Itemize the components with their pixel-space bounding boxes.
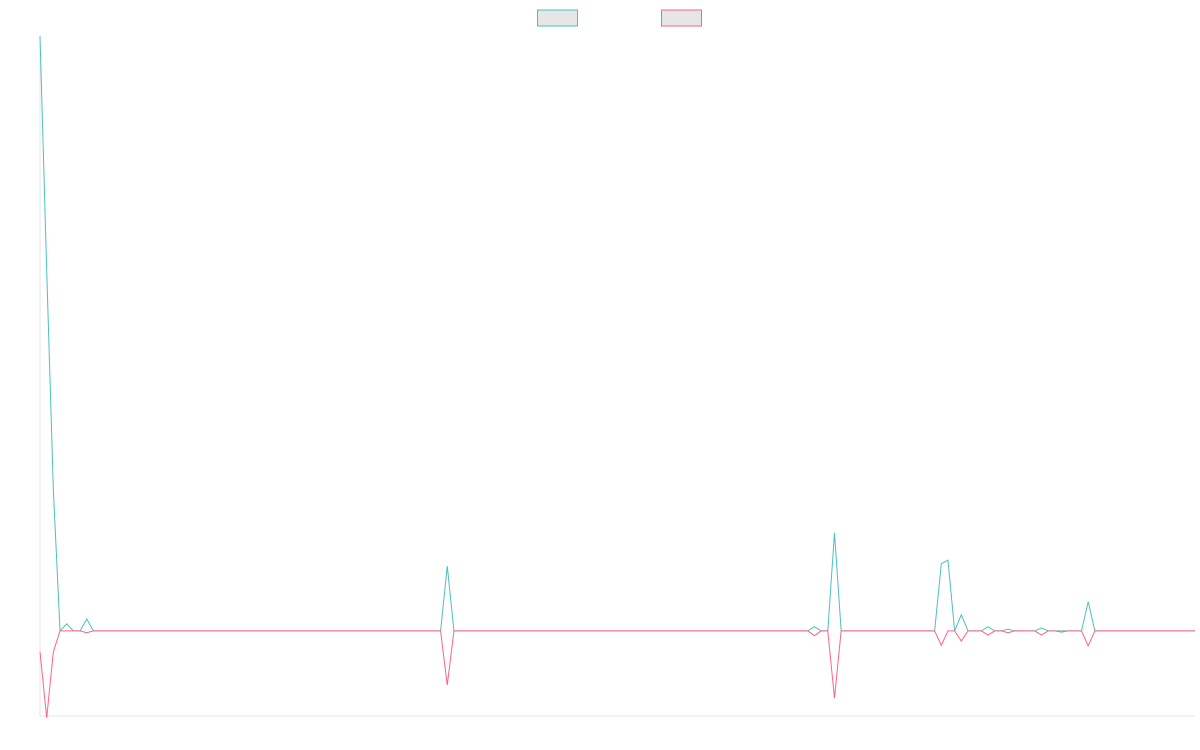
- series-line: [39, 35, 1195, 633]
- legend-swatch: [661, 9, 702, 27]
- legend-swatch: [537, 9, 578, 27]
- series-line: [39, 630, 1195, 718]
